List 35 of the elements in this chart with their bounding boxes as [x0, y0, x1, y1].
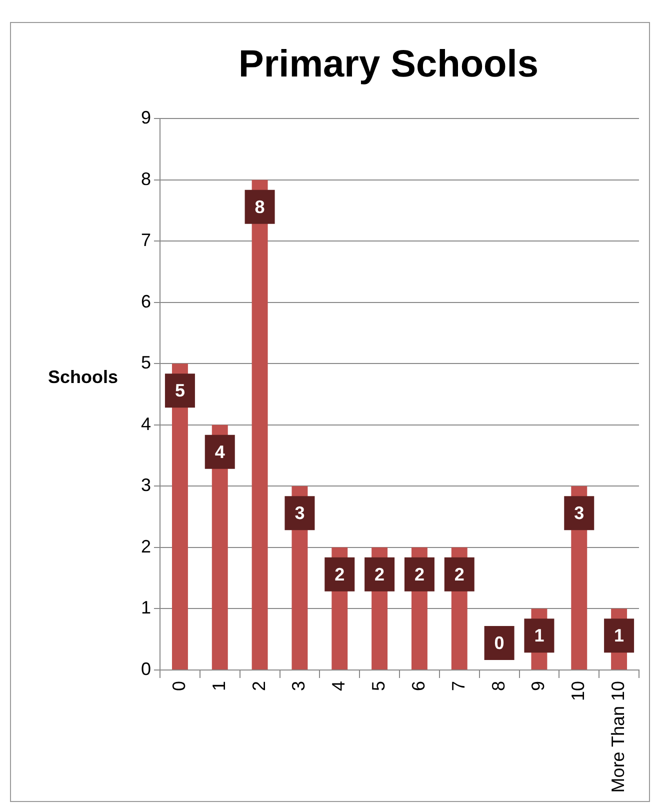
data-label: 1 — [534, 626, 544, 646]
y-tick-label: 4 — [140, 414, 152, 434]
y-tick-label: 8 — [140, 168, 152, 189]
data-label: 2 — [374, 564, 385, 584]
x-tick-label: 10 — [568, 680, 588, 701]
y-tick-label: 6 — [140, 291, 152, 312]
data-label: 2 — [454, 564, 464, 584]
x-tick-label: 5 — [368, 680, 389, 691]
y-tick-label: 3 — [140, 475, 152, 496]
data-label: 3 — [294, 503, 305, 524]
y-tick-label: 9 — [140, 108, 152, 128]
y-axis-title: Schools — [48, 367, 118, 388]
x-tick-label: 9 — [528, 680, 548, 691]
y-tick-label: 7 — [140, 230, 152, 250]
data-label: 1 — [614, 626, 624, 646]
x-tick-label: 0 — [168, 680, 189, 691]
data-label: 8 — [254, 196, 265, 217]
y-tick-label: 2 — [140, 536, 152, 556]
x-tick-label: 3 — [288, 680, 309, 691]
x-tick-label: 1 — [208, 680, 229, 691]
x-tick-label: 2 — [248, 680, 269, 691]
data-label: 3 — [574, 503, 584, 524]
x-tick-label: 6 — [408, 680, 428, 691]
x-tick-label: More Than 10 — [608, 680, 628, 793]
data-label: 2 — [334, 564, 345, 584]
x-tick-label: 7 — [448, 680, 468, 691]
x-tick-label: 4 — [328, 680, 349, 691]
y-tick-label: 5 — [140, 352, 152, 373]
y-tick-label: 1 — [140, 598, 152, 618]
data-label: 2 — [414, 564, 424, 584]
data-label: 5 — [174, 380, 185, 401]
x-tick-label: 8 — [488, 680, 508, 691]
data-label: 4 — [214, 442, 225, 462]
chart-title: Primary Schools — [238, 43, 538, 86]
data-label: 0 — [494, 632, 504, 653]
